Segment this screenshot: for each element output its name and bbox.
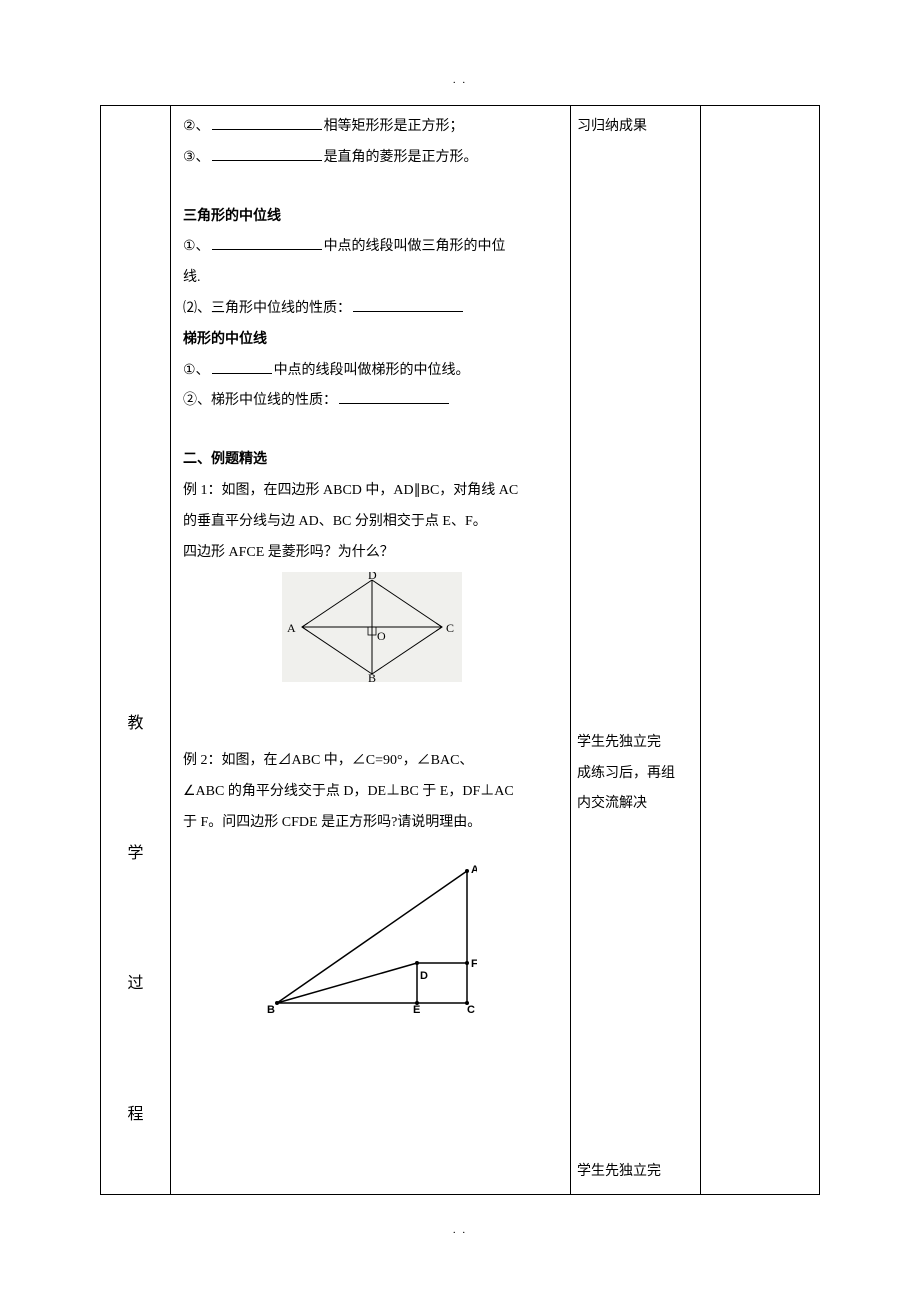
line: 的垂直平分线与边 AD、BC 分别相交于点 E、F。	[183, 507, 560, 538]
svg-text:O: O	[377, 629, 386, 643]
spacer	[183, 174, 560, 202]
line: ②、 相等矩形形是正方形；	[183, 112, 560, 143]
text: ②、梯形中位线的性质：	[183, 393, 337, 408]
line: 例 2：如图，在⊿ABC 中，∠C=90°，∠BAC、	[183, 746, 560, 777]
text: 相等矩形形是正方形；	[324, 119, 464, 134]
svg-text:C: C	[446, 621, 454, 635]
column-empty	[701, 106, 819, 1194]
note-line: 成练习后，再组	[577, 759, 694, 790]
column-notes: 习归纳成果 学生先独立完 成练习后，再组 内交流解决 学生先独立完	[571, 106, 701, 1194]
header-dots: . .	[453, 68, 467, 92]
col1-char: 学	[127, 836, 143, 871]
text: ③、	[183, 150, 210, 165]
spacer	[183, 417, 560, 445]
line: 线.	[183, 263, 560, 294]
column-label: 教 学 过 程	[101, 106, 171, 1194]
blank	[212, 360, 272, 374]
svg-text:A: A	[471, 864, 477, 876]
col1-char: 过	[127, 966, 143, 1001]
blank	[212, 236, 322, 250]
spacer	[577, 820, 694, 1157]
text: ①、	[183, 239, 210, 254]
heading: 三角形的中位线	[183, 202, 560, 233]
main-table: 教 学 过 程 ②、 相等矩形形是正方形； ③、 是直角的菱形是正方形。 三角形的中…	[100, 105, 820, 1195]
blank	[212, 116, 322, 130]
column-content: ②、相等矩形形是正方形； ③、是直角的菱形是正方形。 三角形的中位线 ①、中点的…	[171, 106, 571, 1194]
note-block: 学生先独立完 成练习后，再组 内交流解决	[577, 728, 694, 820]
heading: 梯形的中位线	[183, 325, 560, 356]
line: 四边形 AFCE 是菱形吗？为什么？	[183, 538, 560, 569]
svg-text:D: D	[420, 970, 428, 982]
spacer	[183, 686, 560, 746]
note-line: 内交流解决	[577, 789, 694, 820]
line: ⑵、三角形中位线的性质：	[183, 294, 560, 325]
line: ∠ABC 的角平分线交于点 D，DE⊥BC 于 E，DF⊥AC	[183, 777, 560, 808]
note: 学生先独立完	[577, 1157, 694, 1188]
text: 中点的线段叫做三角形的中位	[324, 239, 506, 254]
text: ②、	[183, 119, 210, 134]
line: ②、梯形中位线的性质：	[183, 386, 560, 417]
text: ⑵、三角形中位线的性质：	[183, 301, 351, 316]
triangle-diagram: A B C E F D	[267, 863, 477, 1025]
line: ③、 是直角的菱形是正方形。	[183, 143, 560, 174]
svg-text:E: E	[413, 1004, 420, 1016]
blank	[339, 390, 449, 404]
text: 是直角的菱形是正方形。	[324, 150, 478, 165]
text: ①、	[183, 363, 210, 378]
svg-text:B: B	[267, 1004, 275, 1016]
note-line: 学生先独立完	[577, 728, 694, 759]
line: 例 1：如图，在四边形 ABCD 中，AD∥BC，对角线 AC	[183, 476, 560, 507]
spacer	[577, 143, 694, 728]
page: . . 教 学 过 程 ②、 相等矩形形是正方形； ③、 是直角的菱形是正方形。 三…	[0, 0, 920, 1302]
spacer	[183, 839, 560, 859]
svg-text:D: D	[368, 572, 377, 582]
svg-text:B: B	[368, 671, 376, 682]
col1-char: 程	[127, 1097, 143, 1132]
svg-text:A: A	[287, 621, 296, 635]
line: ①、 中点的线段叫做三角形的中位	[183, 232, 560, 263]
note: 习归纳成果	[577, 112, 694, 143]
line: ①、 中点的线段叫做梯形的中位线。	[183, 356, 560, 387]
text: 中点的线段叫做梯形的中位线。	[274, 363, 470, 378]
col1-char: 教	[127, 706, 143, 741]
svg-text:F: F	[471, 958, 477, 970]
svg-text:C: C	[467, 1004, 475, 1016]
line: 于 F。问四边形 CFDE 是正方形吗?请说明理由。	[183, 808, 560, 839]
heading: 二、例题精选	[183, 445, 560, 476]
figure-1: A C D B O	[183, 572, 560, 682]
blank	[353, 298, 463, 312]
footer-dots: . .	[453, 1218, 467, 1242]
figure-2: A B C E F D	[183, 863, 560, 1025]
blank	[212, 147, 322, 161]
rhombus-diagram: A C D B O	[282, 572, 462, 682]
